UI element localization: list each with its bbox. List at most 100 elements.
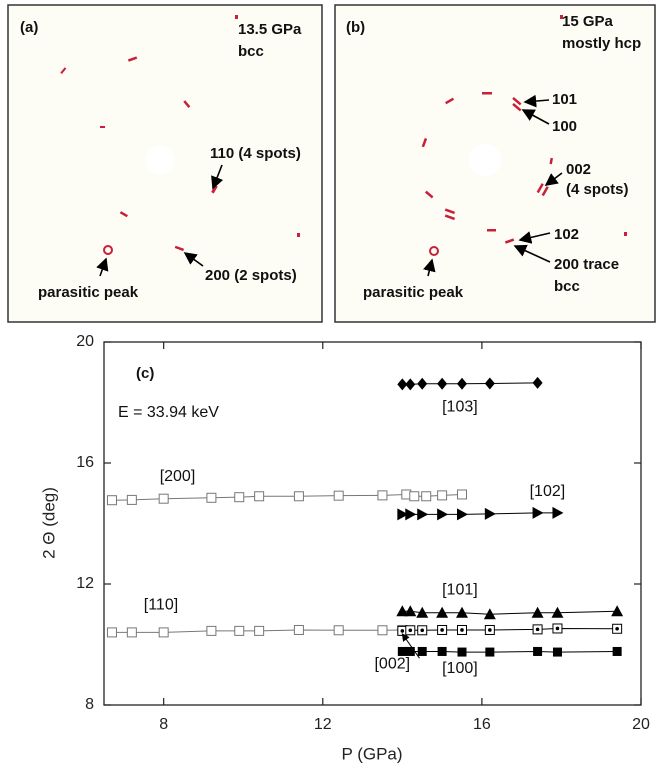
- marker: [437, 490, 448, 501]
- marker: [106, 627, 117, 638]
- marker: [532, 376, 543, 389]
- series-label: [102]: [530, 483, 566, 500]
- marker: [533, 646, 543, 656]
- note: parasitic peak: [363, 284, 464, 301]
- marker: [417, 508, 429, 521]
- marker: [206, 625, 217, 636]
- marker: [456, 606, 468, 618]
- series-label: [103]: [442, 398, 478, 415]
- note: (4 spots): [566, 181, 629, 198]
- panel-label: (c): [136, 365, 154, 382]
- x-axis-title: P (GPa): [341, 744, 402, 763]
- marker: [484, 377, 495, 390]
- arrow: [211, 164, 224, 190]
- marker: [333, 490, 344, 501]
- series-label: [110]: [144, 596, 178, 613]
- marker-dot: [555, 626, 560, 631]
- pressure: 15 GPa: [562, 13, 614, 30]
- arrow: [96, 257, 109, 277]
- marker: [437, 646, 447, 656]
- marker: [377, 625, 388, 636]
- marker: [409, 491, 420, 502]
- marker: [405, 646, 415, 656]
- series-line: [402, 627, 618, 632]
- arrow: [183, 252, 204, 267]
- marker: [484, 507, 496, 520]
- marker: [417, 646, 427, 656]
- y-tick-label: 8: [85, 696, 94, 713]
- marker-dot: [460, 628, 464, 632]
- plot-frame: [103, 341, 642, 706]
- label-arrow: [401, 633, 420, 659]
- arrow: [513, 244, 551, 263]
- marker: [293, 491, 304, 502]
- beam-stop: [469, 144, 501, 176]
- marker: [404, 605, 417, 617]
- marker: [421, 491, 432, 502]
- panel-b: (b) 15 GPa mostly hcp 101 100 002 (4 spo…: [334, 4, 656, 323]
- marker: [396, 605, 409, 617]
- note: bcc: [554, 278, 580, 295]
- marker: [293, 624, 304, 635]
- note: 200 trace: [554, 256, 619, 273]
- marker: [551, 606, 564, 618]
- marker: [254, 625, 265, 636]
- marker-dot: [420, 628, 425, 633]
- marker-dot: [535, 627, 540, 632]
- series-label: [002]: [374, 655, 410, 672]
- marker: [437, 377, 448, 390]
- marker: [437, 508, 449, 521]
- spots: [60, 15, 300, 255]
- annotation: E = 33.94 keV: [118, 404, 219, 421]
- marker: [405, 508, 417, 521]
- note: 200 (2 spots): [205, 267, 297, 284]
- marker: [397, 508, 409, 521]
- marker: [206, 492, 217, 503]
- x-tick-label: 20: [632, 716, 650, 733]
- pressure: 13.5 GPa: [238, 21, 302, 38]
- series-label: [100]: [442, 660, 478, 677]
- marker: [436, 606, 449, 618]
- panel-label: (a): [20, 19, 38, 36]
- marker: [457, 508, 468, 521]
- panel-a: (a) 13.5 GPa bcc 110 (4 spots) 200 (2 sp…: [7, 4, 323, 323]
- series-label: [200]: [160, 468, 196, 485]
- marker: [106, 495, 117, 506]
- marker: [457, 647, 467, 657]
- series-label: [101]: [442, 581, 478, 598]
- spots: [421, 15, 627, 256]
- marker: [158, 493, 169, 504]
- x-tick-label: 8: [159, 716, 168, 733]
- series-line: [402, 650, 618, 653]
- note: 002: [566, 161, 591, 178]
- marker: [397, 378, 408, 391]
- marker: [532, 506, 544, 519]
- marker: [457, 377, 467, 390]
- marker: [531, 606, 544, 618]
- note: 100: [552, 118, 577, 135]
- series-line: [111, 629, 403, 633]
- arrow: [518, 231, 551, 244]
- panel-label: (b): [346, 19, 365, 36]
- marker: [417, 377, 428, 390]
- marker: [333, 625, 344, 636]
- phase: mostly hcp: [562, 35, 641, 52]
- marker-dot: [440, 628, 444, 632]
- marker-dot: [400, 629, 405, 633]
- x-tick-label: 16: [473, 716, 491, 733]
- marker: [234, 625, 245, 636]
- note: 110 (4 spots): [210, 145, 301, 162]
- marker: [457, 489, 467, 500]
- marker: [126, 627, 137, 638]
- marker: [397, 646, 407, 656]
- arrow: [521, 109, 550, 125]
- y-axis-title: 2 Θ (deg): [39, 487, 58, 559]
- x-tick-label: 12: [314, 716, 332, 733]
- note: parasitic peak: [38, 284, 139, 301]
- y-tick-label: 20: [76, 333, 94, 350]
- arrow: [523, 94, 550, 108]
- marker: [377, 490, 388, 501]
- beam-stop: [146, 146, 174, 174]
- marker: [234, 492, 245, 503]
